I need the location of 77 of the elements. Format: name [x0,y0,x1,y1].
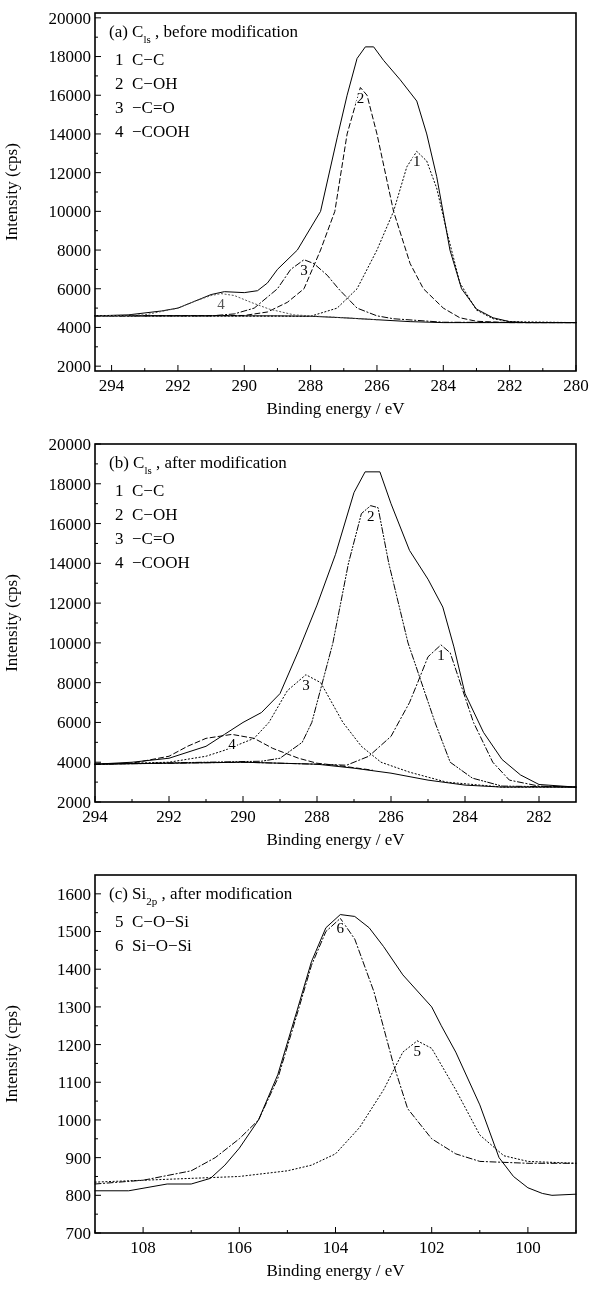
x-tick-label: 104 [322,1238,349,1257]
y-axis-title: Intensity (cps) [2,574,21,672]
text: (b) C$_{ls}$ , after modification [109,453,288,476]
y-tick-label: 8000 [57,673,91,693]
y-tick-label: 1500 [57,922,91,942]
series-label: 2 [356,89,365,106]
series-label: 5 [413,1042,422,1059]
annotation: 5 C−O−Si [115,912,190,931]
text: (a) C$_{ls}$ , before modification [109,22,299,45]
y-axis-title: Intensity (cps) [2,143,21,241]
x-tick-label: 288 [304,807,330,826]
annotation: 3 −C=O [115,98,175,117]
y-tick-label: 16000 [48,86,91,106]
x-tick-label: 280 [563,376,589,395]
x-tick-label: 282 [496,376,523,395]
y-tick-label: 18000 [48,47,91,67]
x-axis-title: Binding energy / eV [266,399,406,418]
y-tick-label: 700 [65,1223,91,1243]
series-label: 3 [302,676,310,693]
y-tick-label: 1000 [57,1110,91,1130]
annotation: 2 C−OH [115,74,178,93]
y-tick-label: 20000 [48,8,91,28]
x-tick-label: 288 [297,376,324,395]
series-label: 1 [413,153,421,170]
x-tick-label: 294 [98,376,125,395]
y-tick-label: 6000 [57,713,91,733]
y-tick-label: 6000 [57,279,91,299]
x-tick-label: 292 [156,807,182,826]
series-label: 1 [437,646,445,663]
x-axis-title: Binding energy / eV [266,830,406,849]
y-tick-label: 20000 [48,434,91,454]
y-tick-label: 12000 [48,594,91,614]
series-label: 4 [228,736,237,753]
x-tick-label: 286 [378,807,404,826]
y-tick-label: 10000 [48,633,91,653]
y-tick-label: 1400 [57,960,91,980]
x-tick-label: 284 [430,376,457,395]
y-tick-label: 2000 [57,357,91,377]
y-tick-label: 1300 [57,997,91,1017]
x-tick-label: 106 [226,1238,253,1257]
series-label: 2 [366,507,375,524]
x-tick-label: 286 [364,376,390,395]
y-tick-label: 4000 [57,318,91,338]
y-tick-label: 900 [65,1148,91,1168]
x-tick-label: 292 [165,376,191,395]
y-tick-label: 12000 [48,163,91,183]
x-tick-label: 108 [130,1238,156,1257]
annotation: 4 −COOH [115,122,190,141]
y-tick-label: 4000 [57,753,91,773]
x-tick-label: 282 [526,807,552,826]
y-tick-label: 1600 [57,884,91,904]
y-tick-label: 10000 [48,202,91,222]
annotation: 1 C−C [115,50,165,69]
x-tick-label: 290 [231,376,258,395]
series-label: 4 [217,295,226,312]
annotation: 2 C−OH [115,505,178,524]
y-tick-label: 18000 [48,474,91,494]
x-tick-label: 100 [515,1238,541,1257]
y-tick-label: 1100 [57,1073,91,1093]
x-tick-label: 102 [418,1238,445,1257]
annotation: 1 C−C [115,481,165,500]
series-label: 3 [300,261,308,278]
y-tick-label: 14000 [48,124,91,144]
x-tick-label: 284 [452,807,479,826]
annotation: 6 Si−O−Si [115,936,193,955]
y-axis-title: Intensity (cps) [2,1005,21,1103]
annotation: 3 −C=O [115,529,175,548]
series-label: 6 [336,920,345,937]
y-tick-label: 8000 [57,241,91,260]
y-tick-label: 1200 [57,1035,91,1055]
y-tick-label: 800 [65,1186,91,1206]
y-tick-label: 14000 [48,554,91,574]
x-axis-title: Binding energy / eV [266,1261,406,1280]
x-tick-label: 290 [230,807,256,826]
annotation: 4 −COOH [115,553,190,572]
text: (c) Si$_{2p}$ , after modification [109,884,293,907]
y-tick-label: 16000 [48,514,91,534]
